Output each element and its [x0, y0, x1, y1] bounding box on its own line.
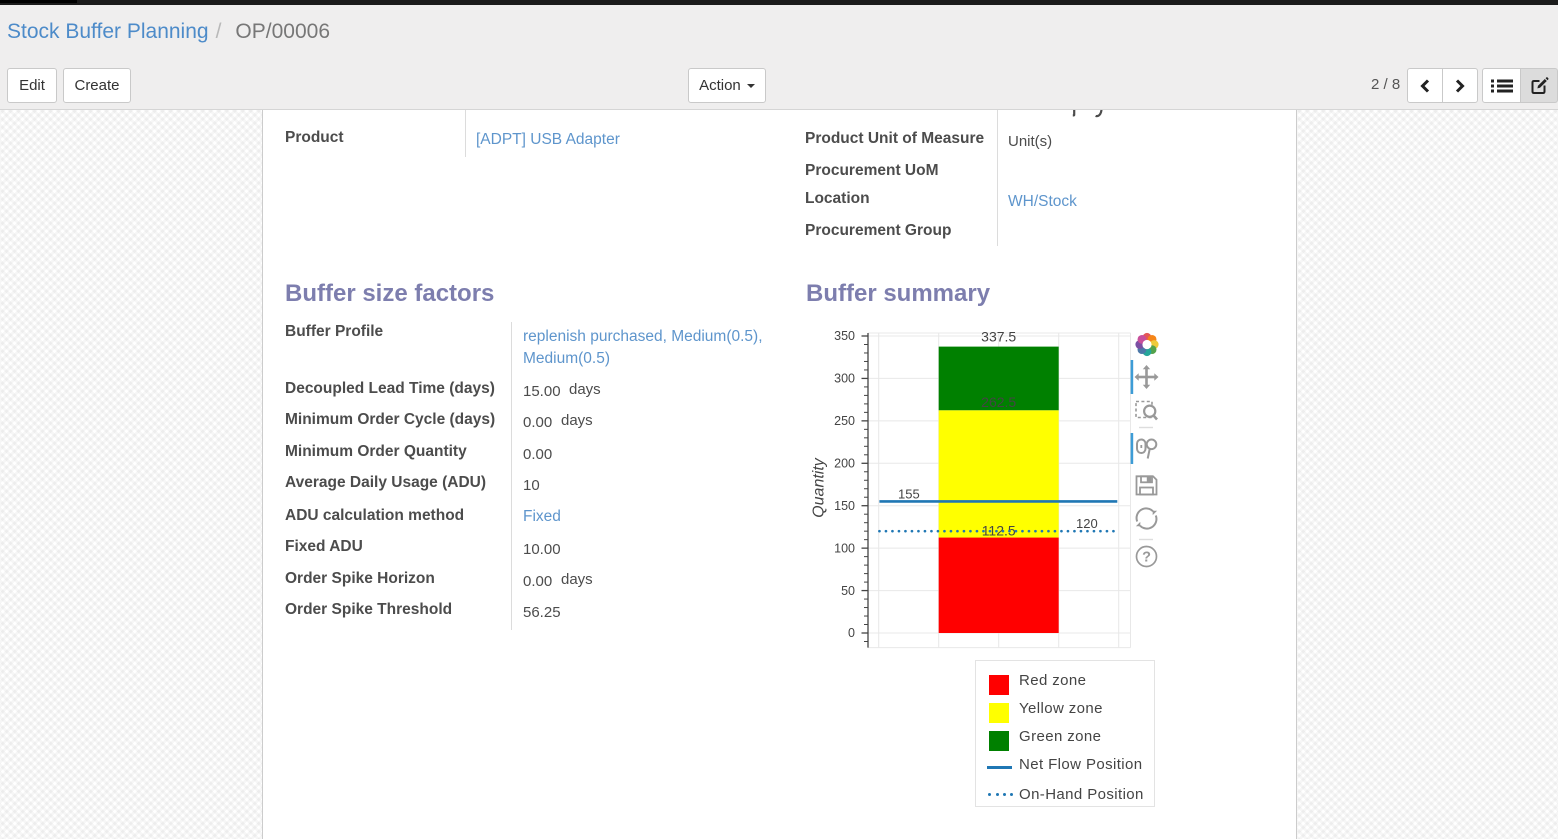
svg-text:150: 150 — [834, 499, 855, 513]
svg-text:337.5: 337.5 — [981, 329, 1016, 345]
svg-text:300: 300 — [834, 372, 855, 386]
svg-text:?: ? — [1142, 550, 1151, 566]
svg-text:50: 50 — [841, 584, 855, 598]
svg-text:262.5: 262.5 — [981, 394, 1016, 410]
svg-text:0: 0 — [848, 626, 855, 640]
svg-text:100: 100 — [834, 541, 855, 555]
svg-text:112.5: 112.5 — [982, 522, 1016, 538]
svg-text:350: 350 — [834, 329, 855, 343]
svg-text:Quantity: Quantity — [811, 457, 828, 518]
svg-text:200: 200 — [834, 456, 855, 470]
svg-text:120: 120 — [1076, 516, 1098, 531]
svg-text:155: 155 — [898, 486, 920, 501]
svg-text:250: 250 — [834, 414, 855, 428]
